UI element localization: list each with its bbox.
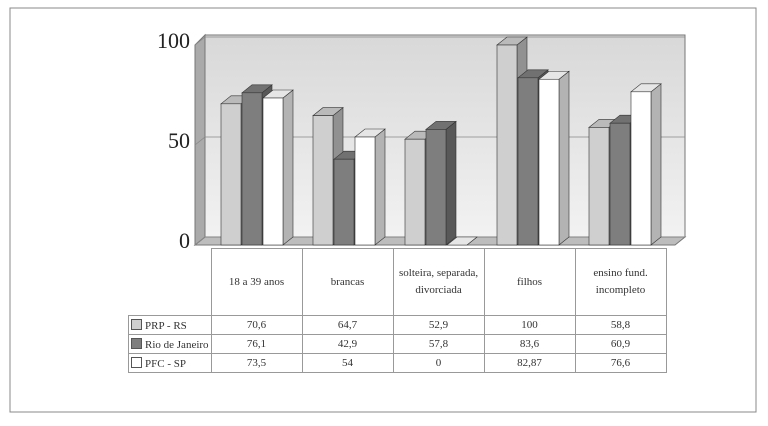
series-row: PRP - RS 70,6 64,7 52,9 100 58,8 [128, 315, 667, 335]
bar [630, 91, 652, 246]
bar [588, 127, 610, 246]
series-row: Rio de Janeiro 76,1 42,9 57,8 83,6 60,9 [128, 334, 667, 354]
bar-top [446, 236, 478, 246]
value-label: 58,8 [574, 315, 667, 335]
value-label: 73,5 [210, 353, 303, 373]
data-table: 18 a 39 anos brancas solteira, separada, d… [128, 248, 667, 373]
value-label: 57,8 [392, 334, 485, 354]
bar [262, 97, 284, 246]
value-label: 82,87 [483, 353, 576, 373]
bar-side [374, 128, 386, 246]
bar [538, 78, 560, 246]
bar [220, 103, 242, 246]
value-label: 42,9 [301, 334, 394, 354]
legend-item: PFC - SP [128, 353, 212, 373]
bar [312, 115, 334, 246]
value-label: 54 [301, 353, 394, 373]
value-label: 52,9 [392, 315, 485, 335]
bar [333, 158, 355, 246]
y-tick-label: 50 [168, 128, 190, 153]
legend-item: Rio de Janeiro [128, 334, 212, 354]
bar [609, 122, 631, 246]
value-label: 0 [392, 353, 485, 373]
legend-label: PRP - RS [145, 319, 187, 332]
bar [241, 92, 263, 246]
value-label: 70,6 [210, 315, 303, 335]
bar [425, 129, 447, 246]
bar-side [558, 70, 570, 246]
legend-swatch [131, 356, 142, 368]
x-tick-label: filhos [483, 248, 576, 316]
side-wall [194, 33, 206, 247]
legend-label: PFC - SP [145, 357, 186, 370]
bar [496, 44, 518, 246]
bar-side [650, 83, 662, 246]
legend-swatch [131, 318, 142, 330]
legend-label: Rio de Janeiro [145, 338, 209, 351]
value-label: 76,6 [574, 353, 667, 373]
legend-item: PRP - RS [128, 315, 212, 335]
value-label: 83,6 [483, 334, 576, 354]
bar-side [282, 89, 294, 246]
x-tick-label: brancas [301, 248, 394, 316]
bar-side [445, 120, 457, 246]
value-label: 76,1 [210, 334, 303, 354]
value-label: 64,7 [301, 315, 394, 335]
bar [354, 136, 376, 246]
y-tick-label: 100 [157, 28, 190, 53]
bar [517, 77, 539, 246]
corner [129, 249, 212, 316]
x-tick-label: 18 a 39 anos [210, 248, 303, 316]
header-row: 18 a 39 anos brancas solteira, separada, d… [129, 248, 667, 316]
legend-swatch [131, 337, 142, 349]
series-row: PFC - SP 73,5 54 0 82,87 76,6 [128, 353, 667, 373]
x-tick-label: solteira, separada, divorciada [392, 248, 485, 316]
chart-border [9, 7, 757, 413]
bar [404, 138, 426, 246]
x-tick-label: ensino fund. incompleto [574, 248, 667, 316]
value-label: 60,9 [574, 334, 667, 354]
y-tick-label: 0 [179, 228, 190, 253]
value-label: 100 [483, 315, 576, 335]
